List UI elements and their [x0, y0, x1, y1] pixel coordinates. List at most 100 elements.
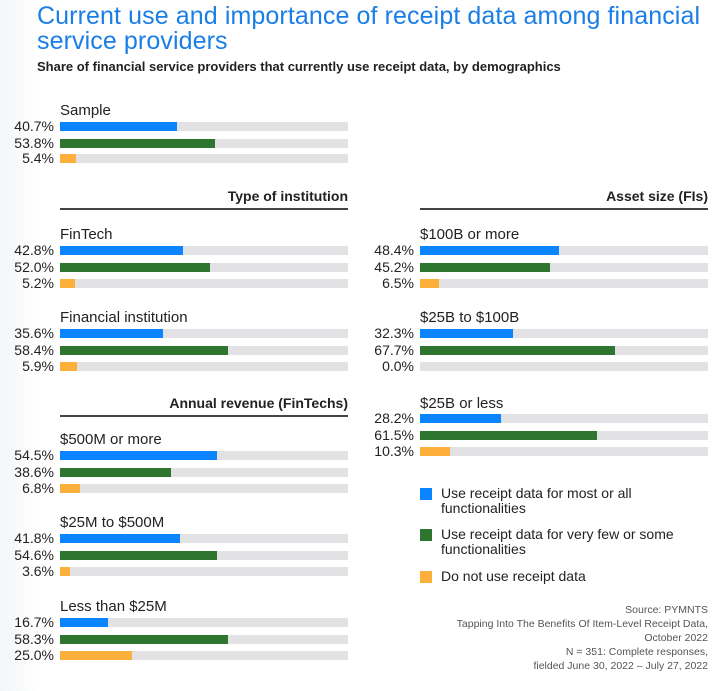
section-header-type-of-institution: Type of institution — [227, 188, 348, 204]
bar-track — [60, 346, 348, 355]
bar-most-or-all — [420, 414, 502, 423]
legend-label-few-or-some: Use receipt data for very few or some fu… — [441, 526, 674, 557]
data-label-do-not-use: 5.2% — [22, 275, 54, 291]
bar-few-or-some — [60, 263, 210, 272]
data-label-most-or-all: 54.5% — [14, 447, 54, 463]
bar-track — [60, 551, 348, 560]
data-label-few-or-some: 53.8% — [14, 135, 54, 151]
bar-few-or-some — [60, 551, 218, 560]
group-label-fintech: FinTech — [60, 226, 113, 243]
bar-track — [60, 451, 348, 460]
chart-title: Current use and importance of receipt da… — [37, 2, 701, 55]
section-divider — [60, 415, 348, 417]
section-header-annual-revenue-fintechs: Annual revenue (FinTechs) — [169, 395, 348, 411]
data-label-do-not-use: 5.4% — [22, 150, 54, 166]
bar-most-or-all — [60, 451, 217, 460]
section-divider — [420, 208, 708, 210]
bar-track — [60, 362, 348, 371]
data-label-most-or-all: 35.6% — [14, 325, 54, 341]
group-label-sample: Sample — [60, 102, 111, 119]
legend-label-do-not-use: Do not use receipt data — [441, 568, 586, 584]
data-label-do-not-use: 6.8% — [22, 480, 54, 496]
bar-few-or-some — [420, 431, 598, 440]
bar-most-or-all — [420, 329, 514, 338]
bar-few-or-some — [60, 139, 215, 148]
group-label-100b-or-more: $100B or more — [420, 226, 520, 243]
bar-track — [420, 414, 708, 423]
bar-track — [60, 635, 348, 644]
bar-track — [60, 484, 348, 493]
bar-track — [420, 362, 708, 371]
group-label-financial-institution: Financial institution — [60, 309, 188, 326]
bar-do-not-use — [60, 567, 71, 576]
legend-swatch-do-not-use — [420, 571, 432, 583]
bar-do-not-use — [60, 154, 76, 163]
bar-track — [60, 468, 348, 477]
data-label-few-or-some: 45.2% — [374, 259, 414, 275]
source-line: Source: PYMNTS — [625, 604, 708, 616]
group-label-less-than-25m: Less than $25M — [60, 598, 167, 615]
data-label-most-or-all: 32.3% — [374, 325, 414, 341]
data-label-few-or-some: 58.4% — [14, 342, 54, 358]
bar-few-or-some — [420, 346, 615, 355]
data-label-most-or-all: 41.8% — [14, 530, 54, 546]
bar-track — [60, 246, 348, 255]
data-label-do-not-use: 0.0% — [382, 358, 414, 374]
bar-track — [60, 154, 348, 163]
bar-track — [420, 329, 708, 338]
data-label-most-or-all: 28.2% — [374, 410, 414, 426]
chart-subtitle: Share of financial service providers tha… — [37, 59, 561, 74]
bar-track — [60, 279, 348, 288]
data-label-do-not-use: 3.6% — [22, 563, 54, 579]
bar-few-or-some — [60, 468, 172, 477]
bar-track — [420, 263, 708, 272]
legend-swatch-few-or-some — [420, 529, 432, 541]
bar-track — [60, 651, 348, 660]
bar-track — [60, 618, 348, 627]
bar-do-not-use — [420, 279, 439, 288]
bar-track — [420, 346, 708, 355]
bar-do-not-use — [60, 484, 80, 493]
data-label-few-or-some: 58.3% — [14, 631, 54, 647]
bar-track — [420, 431, 708, 440]
data-label-do-not-use: 6.5% — [382, 275, 414, 291]
bar-track — [60, 329, 348, 338]
source-report-title: Tapping Into The Benefits Of Item-Level … — [456, 618, 708, 630]
bar-most-or-all — [60, 534, 181, 543]
background-fade — [0, 0, 40, 691]
group-label-500m-or-more: $500M or more — [60, 431, 162, 448]
data-label-do-not-use: 5.9% — [22, 358, 54, 374]
bar-track — [60, 139, 348, 148]
bar-do-not-use — [420, 447, 450, 456]
source-note: Source: PYMNTS Tapping Into The Benefits… — [457, 603, 708, 673]
source-field-dates: fielded June 30, 2022 – July 27, 2022 — [533, 660, 708, 672]
bar-track — [420, 447, 708, 456]
bar-most-or-all — [60, 329, 163, 338]
bar-do-not-use — [60, 279, 75, 288]
bar-track — [60, 122, 348, 131]
bar-track — [60, 567, 348, 576]
data-label-do-not-use: 25.0% — [14, 647, 54, 663]
bar-few-or-some — [60, 635, 228, 644]
group-label-25b-to-100b: $25B to $100B — [420, 309, 520, 326]
bar-most-or-all — [60, 122, 178, 131]
bar-track — [60, 263, 348, 272]
source-date: October 2022 — [644, 632, 708, 644]
legend-label-most-or-all: Use receipt data for most or all functio… — [441, 485, 632, 516]
data-label-most-or-all: 40.7% — [14, 118, 54, 134]
data-label-most-or-all: 42.8% — [14, 242, 54, 258]
bar-track — [60, 534, 348, 543]
legend-swatch-most-or-all — [420, 488, 432, 500]
bar-track — [420, 246, 708, 255]
data-label-few-or-some: 67.7% — [374, 342, 414, 358]
data-label-do-not-use: 10.3% — [374, 443, 414, 459]
bar-do-not-use — [60, 651, 132, 660]
bar-few-or-some — [420, 263, 551, 272]
data-label-most-or-all: 48.4% — [374, 242, 414, 258]
data-label-few-or-some: 38.6% — [14, 464, 54, 480]
section-header-asset-size-fis: Asset size (FIs) — [606, 188, 708, 204]
data-label-most-or-all: 16.7% — [14, 614, 54, 630]
bar-most-or-all — [60, 246, 184, 255]
bar-track — [420, 279, 708, 288]
section-divider — [60, 208, 348, 210]
